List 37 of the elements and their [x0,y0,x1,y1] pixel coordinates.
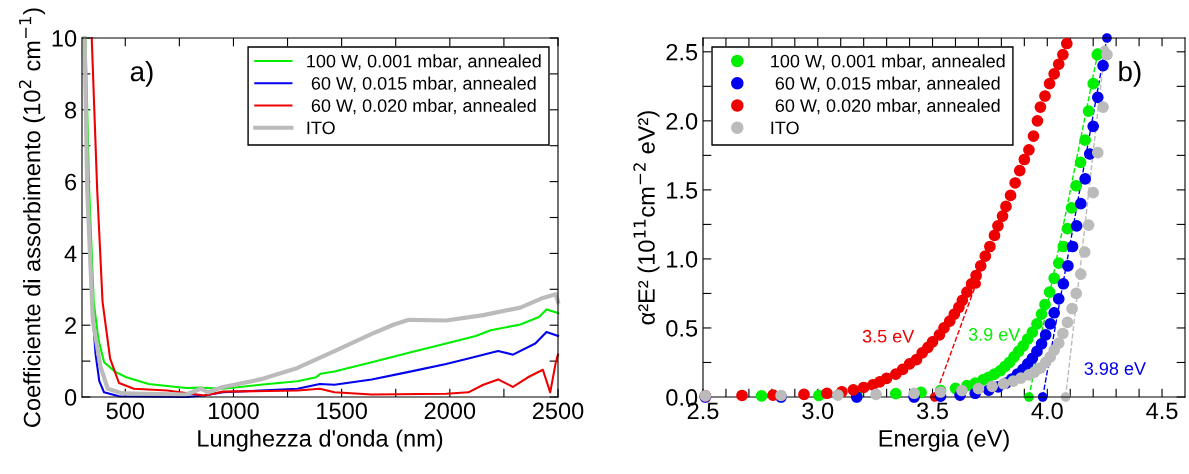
legend-label: 60 W, 0.015 mbar, annealed [311,76,536,92]
x-tick-label: 3.5 [917,402,948,420]
annotation: a) [130,60,153,87]
x-tick-label: 4.0 [1031,402,1063,420]
y-tick-label: 1.5 [667,182,698,199]
x-tick-label: 500 [106,402,145,420]
y-tick-label: 0 [64,389,77,406]
y-axis-title: α²E² (10$^{11}$cm$^{−2}$ eV²) [633,111,660,325]
x-tick-label: 1000 [208,402,259,420]
x-tick-label: 3.0 [802,402,834,420]
legend-label: 60 W, 0.020 mbar, annealed [775,98,1000,115]
legend-label: 100 W, 0.001 mbar, annealed [771,54,1005,70]
y-tick-label: 6 [65,173,77,191]
legend-label: 60 W, 0.020 mbar, annealed [311,98,536,115]
legend-label: ITO [771,121,799,135]
y-axis-title: Coefficiente di assorbimento (10$^{2}$ cm$^{−1}$) [18,8,46,427]
legend-label: ITO [307,121,335,135]
legend-label: 100 W, 0.001 mbar, annealed [307,54,541,70]
x-axis-title: Lunghezza d'onda (nm) [198,429,443,452]
x-tick-label: 2500 [532,402,584,420]
y-tick-label: 0.5 [666,320,698,337]
y-tick-label: 2 [65,317,76,334]
annotation: 3.9 eV [968,328,1021,341]
x-tick-label: 1500 [317,402,367,420]
y-tick-label: 1.0 [667,250,698,268]
y-tick-label: 8 [65,101,77,119]
y-tick-label: 10 [52,30,77,47]
x-axis-title: Energia (eV) [879,429,1009,452]
x-tick-label: 4.5 [1146,402,1178,420]
annotation: b) [1119,60,1141,87]
y-tick-label: 2.5 [666,43,698,61]
y-tick-label: 2.0 [666,112,698,130]
y-tick-label: 4 [64,245,77,262]
annotation: 3.5 eV [862,329,915,343]
legend-label: 60 W, 0.015 mbar, annealed [775,76,1000,92]
annotation: 3.98 eV [1084,362,1146,375]
x-tick-label: 2000 [424,402,476,420]
